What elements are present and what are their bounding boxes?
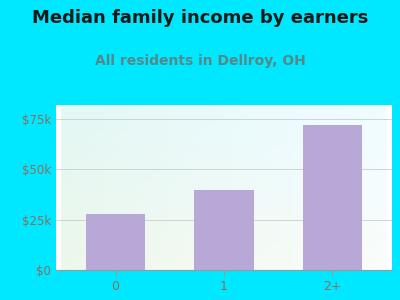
Bar — [194, 190, 254, 270]
Bar — [86, 214, 146, 270]
Text: Median family income by earners: Median family income by earners — [32, 9, 368, 27]
Text: All residents in Dellroy, OH: All residents in Dellroy, OH — [95, 54, 305, 68]
Bar — [302, 125, 362, 270]
